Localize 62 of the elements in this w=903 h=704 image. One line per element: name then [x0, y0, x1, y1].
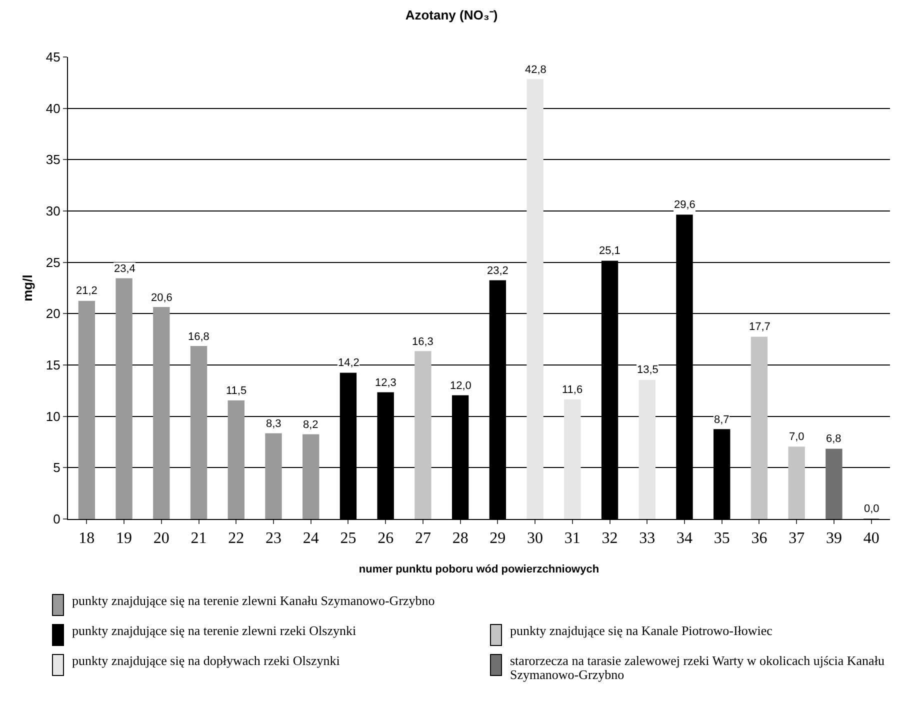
- x-tick-label: 40: [863, 530, 880, 548]
- x-tick-label: 39: [826, 530, 842, 548]
- data-label: 17,7: [749, 321, 770, 333]
- x-tick-label: 26: [378, 530, 394, 548]
- data-label: 14,2: [338, 357, 360, 369]
- data-label: 23,4: [114, 263, 136, 275]
- y-tick-label: 0: [53, 512, 60, 527]
- x-tick-label: 28: [452, 530, 468, 548]
- x-tick-label: 21: [190, 530, 207, 548]
- x-tick-label: 36: [751, 530, 768, 548]
- x-tick-label: 23: [266, 530, 282, 548]
- x-tick-label: 19: [116, 530, 132, 548]
- x-tick-label: 25: [340, 530, 356, 548]
- legend-label: starorzecza na tarasie zalewowej rzeki Warty w okolicach ujścia Kanału Szymanowo-Grzybno: [510, 653, 886, 682]
- legend-label: punkty znajdujące się na terenie zlewni Kanału Szymanowo-Grzybno: [72, 593, 435, 608]
- x-tick-label: 33: [639, 530, 656, 548]
- x-tick-label: 20: [153, 530, 170, 548]
- legend-label: punkty znajdujące się na terenie zlewni rzeki Olszynki: [72, 623, 356, 638]
- data-label: 12,0: [450, 380, 472, 392]
- data-label: 21,2: [76, 285, 98, 297]
- x-tick-label: 29: [490, 530, 506, 548]
- legend-label: punkty znajdujące się na Kanale Piotrowo-Iłowiec: [510, 623, 772, 638]
- data-label: 7,0: [789, 431, 804, 443]
- data-label: 11,6: [562, 384, 583, 396]
- data-label: 16,8: [188, 331, 210, 343]
- y-tick-label: 30: [46, 204, 60, 219]
- data-label: 23,2: [487, 265, 508, 277]
- x-tick-label: 27: [414, 530, 431, 548]
- legend-label: punkty znajdujące się na dopływach rzeki Olszynki: [72, 653, 340, 668]
- x-tick-label: 35: [714, 530, 730, 548]
- y-tick-label: 40: [46, 100, 60, 116]
- data-label: 25,1: [599, 245, 620, 257]
- data-label: 8,2: [303, 419, 318, 431]
- y-tick-label: 5: [53, 460, 60, 476]
- x-tick-label: 24: [302, 530, 319, 548]
- x-tick-label: 31: [564, 530, 580, 548]
- data-label: 42,8: [525, 64, 546, 76]
- data-label: 20,6: [151, 292, 172, 304]
- chart-title: Azotany (NO₃⁻): [405, 8, 498, 23]
- data-label: 8,3: [266, 418, 282, 430]
- x-tick-label: 30: [527, 530, 544, 548]
- x-tick-label: 18: [78, 530, 95, 548]
- data-label: 16,3: [412, 336, 434, 348]
- y-tick-label: 10: [46, 408, 60, 424]
- x-tick-label: 34: [676, 530, 692, 548]
- y-tick-label: 35: [46, 152, 60, 168]
- x-tick-label: 32: [602, 530, 618, 548]
- y-tick-label: 15: [46, 358, 60, 373]
- x-tick-label: 37: [788, 530, 805, 548]
- y-tick-label: 45: [46, 50, 60, 65]
- x-tick-label: 22: [228, 530, 244, 548]
- data-label: 29,6: [674, 199, 696, 211]
- y-axis-title: mg/l: [20, 274, 35, 302]
- data-label: 0,0: [864, 503, 880, 515]
- y-tick-label: 25: [46, 254, 60, 270]
- data-label: 11,5: [226, 385, 247, 397]
- data-label: 8,7: [714, 414, 730, 426]
- data-label: 6,8: [826, 433, 842, 445]
- data-label: 13,5: [637, 364, 658, 376]
- x-axis-title: numer punktu poboru wód powierzchniowych: [358, 563, 600, 576]
- y-tick-label: 20: [46, 306, 60, 322]
- data-label: 12,3: [375, 377, 396, 389]
